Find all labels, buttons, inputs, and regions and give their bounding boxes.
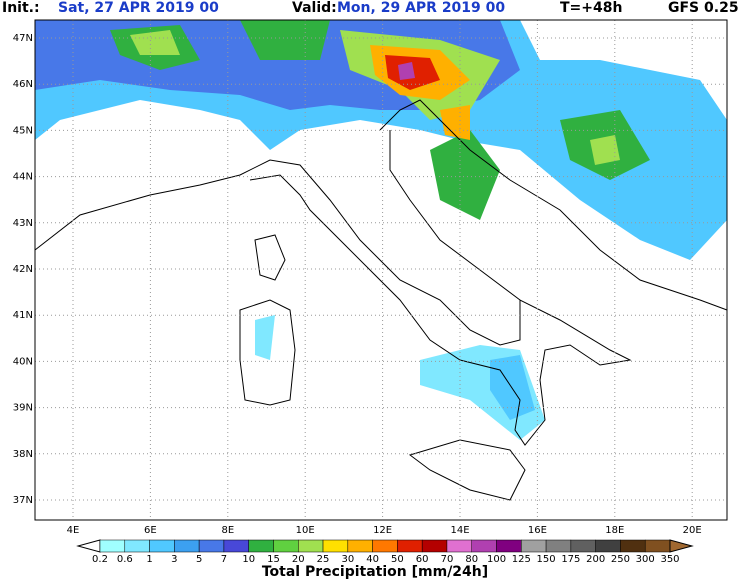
colorbar-label: 25: [317, 554, 330, 565]
colorbar-label: 80: [465, 554, 478, 565]
colorbar: 0.2 0.6 1 3 5 7 10 15 20 25 30 40 50 60 70 80 100 125 150 1…: [76, 539, 694, 565]
colorbar-label: 10: [242, 554, 255, 565]
colorbar-label: 7: [221, 554, 227, 565]
lat-label: 37N: [13, 495, 33, 506]
map-frame: [34, 19, 728, 521]
colorbar-swatch: [471, 539, 497, 553]
colorbar-swatch: [149, 539, 175, 553]
colorbar-label: 250: [611, 554, 630, 565]
colorbar-label: 20: [292, 554, 305, 565]
init-label: Init.:: [2, 0, 40, 16]
colorbar-label: 0.2: [92, 554, 108, 565]
colorbar-swatch: [273, 539, 299, 553]
colorbar-swatch: [644, 539, 671, 553]
colorbar-label: 175: [561, 554, 580, 565]
coastline: [379, 99, 728, 311]
lat-label: 40N: [13, 356, 33, 367]
lat-label: 38N: [13, 449, 33, 460]
colorbar-label: 70: [441, 554, 454, 565]
model: GFS 0.25: [668, 0, 739, 16]
island: [239, 299, 296, 406]
lat-label: 41N: [13, 310, 33, 321]
colorbar-arrow: [669, 539, 694, 553]
lat-label: 47N: [13, 33, 33, 44]
lat-label: 46N: [13, 79, 33, 90]
lat-label: 43N: [13, 218, 33, 229]
colorbar-swatch: [521, 539, 547, 553]
coastline: [34, 159, 632, 446]
lon-label: 14E: [450, 525, 469, 536]
axis-labels: 47N 46N 45N 44N 43N 42N 41N 40N 39N 38N 37N 4E 6E 8E 1…: [13, 33, 702, 536]
colorbar-swatch: [620, 539, 646, 553]
coastline: [389, 130, 521, 301]
colorbar-swatch: [99, 539, 126, 553]
island: [408, 439, 526, 501]
colorbar-swatch: [421, 539, 448, 553]
lon-label: 18E: [605, 525, 624, 536]
graticule: [35, 20, 727, 520]
colorbar-label: 3: [171, 554, 177, 565]
colorbar-label: 200: [586, 554, 605, 565]
colorbar-swatch: [248, 539, 274, 553]
colorbar-swatch: [570, 539, 596, 553]
lat-label: 42N: [13, 264, 33, 275]
colorbar-label: 350: [660, 554, 679, 565]
colorbar-label: 0.6: [117, 554, 133, 565]
colorbar-label: 5: [196, 554, 202, 565]
precip-area: [255, 315, 545, 440]
lon-label: 20E: [683, 525, 702, 536]
colorbar-swatch: [595, 539, 621, 553]
colorbar-label: 100: [487, 554, 506, 565]
colorbar-label: 300: [636, 554, 655, 565]
colorbar-label: 150: [537, 554, 556, 565]
precip-area: [130, 30, 620, 165]
colorbar-label: 1: [146, 554, 152, 565]
legend-title: Total Precipitation [mm/24h]: [262, 564, 488, 580]
precip-area: [398, 62, 415, 80]
lat-label: 39N: [13, 403, 33, 414]
colorbar-swatch: [347, 539, 373, 553]
lon-label: 6E: [144, 525, 157, 536]
colorbar-swatch: [545, 539, 572, 553]
precipitation-field: [35, 20, 727, 440]
lon-label: 12E: [373, 525, 392, 536]
valid-label: Valid:: [292, 0, 337, 16]
colorbar-label: 30: [341, 554, 354, 565]
coastlines: [34, 99, 728, 501]
lon-label: 8E: [221, 525, 234, 536]
colorbar-label: 15: [267, 554, 280, 565]
colorbar-label: 50: [391, 554, 404, 565]
colorbar-swatch: [198, 539, 225, 553]
lon-label: 10E: [296, 525, 315, 536]
colorbar-label: 60: [416, 554, 429, 565]
colorbar-swatch: [446, 539, 472, 553]
colorbar-swatch: [174, 539, 200, 553]
colorbar-swatch: [496, 539, 522, 553]
colorbar-swatch: [223, 539, 249, 553]
lat-label: 44N: [13, 172, 33, 183]
lat-label: 45N: [13, 125, 33, 136]
init-value: Sat, 27 APR 2019 00: [58, 0, 219, 16]
colorbar-swatch: [322, 539, 349, 553]
colorbar-label: 125: [512, 554, 531, 565]
colorbar-swatch: [124, 539, 150, 553]
lon-label: 4E: [67, 525, 80, 536]
colorbar-swatch: [372, 539, 398, 553]
colorbar-label: 40: [366, 554, 379, 565]
colorbar-swatch: [397, 539, 423, 553]
lead-time: T=+48h: [560, 0, 622, 16]
lon-label: 16E: [528, 525, 547, 536]
colorbar-swatch: [298, 539, 324, 553]
valid-value: Mon, 29 APR 2019 00: [337, 0, 505, 16]
